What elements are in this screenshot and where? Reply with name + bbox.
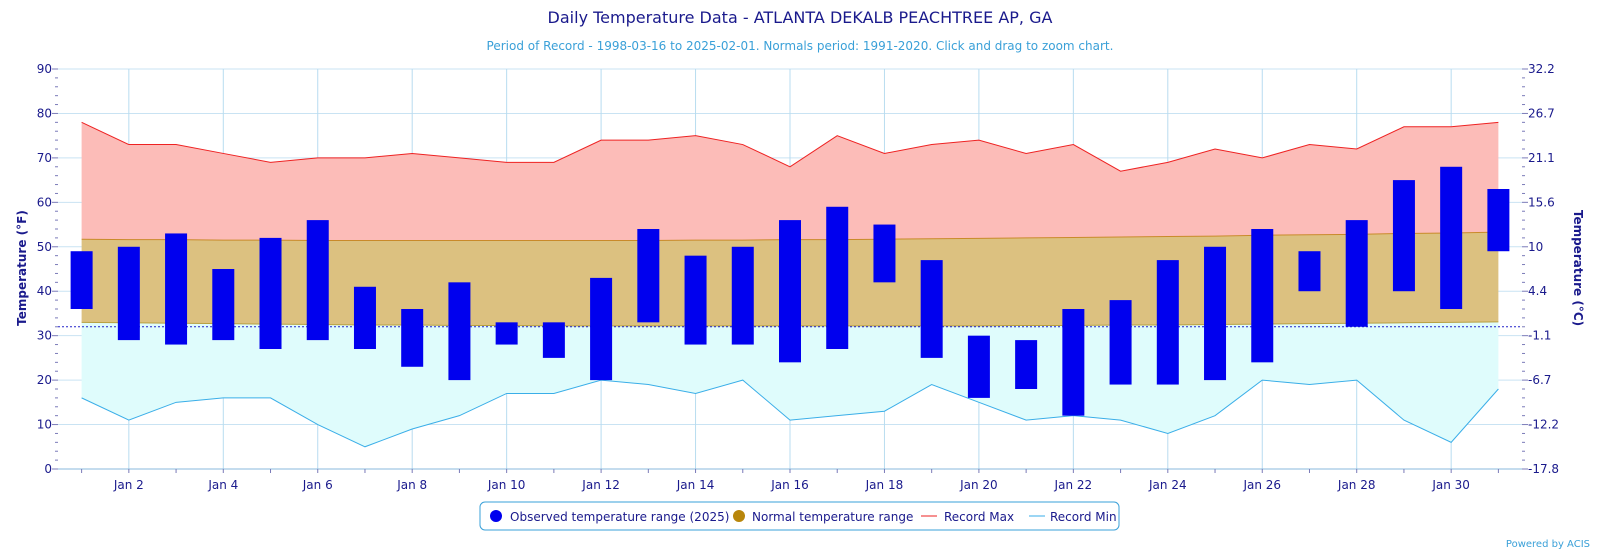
observed-bar-jan-24 (1156, 260, 1179, 385)
observed-bar-jan-13 (637, 229, 660, 323)
legend-item-record-max[interactable]: Record Max (921, 510, 1014, 524)
y2-tick-label: -17.8 (1528, 462, 1559, 476)
y2-tick-label: 32.2 (1528, 62, 1555, 76)
y-tick-label: 20 (37, 373, 52, 387)
y2-tick-label: -1.1 (1528, 329, 1551, 343)
x-tick-label: Jan 12 (581, 478, 620, 492)
legend-box (479, 501, 1120, 531)
observed-bar-jan-2 (117, 246, 140, 341)
observed-bars (70, 166, 1510, 416)
x-tick-label: Jan 30 (1431, 478, 1470, 492)
x-tick-label: Jan 24 (1148, 478, 1187, 492)
y2-axis-title: Temperature (°C) (1571, 210, 1585, 326)
y-tick-label: 50 (37, 240, 52, 254)
credits-link[interactable]: Powered by ACIS (1506, 539, 1590, 550)
y2-tick-label: -12.2 (1528, 418, 1559, 432)
observed-bar-jan-30 (1440, 166, 1463, 309)
legend-observed-label: Observed temperature range (2025) (510, 510, 729, 524)
y-tick-label: 90 (37, 62, 52, 76)
observed-bar-jan-10 (495, 322, 518, 345)
observed-bar-jan-7 (353, 286, 376, 349)
y2-tick-label: 10 (1528, 240, 1543, 254)
observed-bar-jan-26 (1251, 229, 1274, 363)
x-tick-label: Jan 26 (1242, 478, 1281, 492)
x-tick-label: Jan 6 (302, 478, 333, 492)
chart-subtitle: Period of Record - 1998-03-16 to 2025-02… (487, 39, 1114, 53)
x-tick-label: Jan 16 (770, 478, 809, 492)
record-min-area (81, 321, 1499, 447)
observed-bar-jan-25 (1204, 246, 1227, 381)
legend-normal-marker (733, 510, 745, 522)
x-tick-label: Jan 28 (1337, 478, 1376, 492)
y-axis-title: Temperature (°F) (15, 210, 29, 326)
y2-tick-label: 21.1 (1528, 151, 1555, 165)
observed-bar-jan-1 (70, 251, 93, 309)
y-tick-label: 80 (37, 106, 52, 120)
x-tick-label: Jan 2 (113, 478, 144, 492)
x-tick-label: Jan 10 (487, 478, 526, 492)
x-tick-label: Jan 20 (959, 478, 998, 492)
legend-item-normal[interactable]: Normal temperature range (733, 510, 913, 524)
observed-bar-jan-12 (590, 277, 613, 381)
y-tick-label: 70 (37, 151, 52, 165)
x-tick-label: Jan 18 (865, 478, 904, 492)
observed-bar-jan-28 (1345, 220, 1368, 327)
observed-bar-jan-19 (920, 260, 943, 358)
record-max-area (81, 122, 1499, 241)
observed-bar-jan-21 (1015, 340, 1038, 389)
y2-tick-label: 4.4 (1528, 284, 1547, 298)
y-tick-label: 0 (44, 462, 52, 476)
record-min-line (81, 379, 1499, 448)
x-tick-label: Jan 22 (1054, 478, 1093, 492)
axes: 0 10 20 30 40 50 60 70 80 90 -17.8 -12.2 -6.7 -1.1 4.4… (37, 62, 1559, 492)
y-tick-label: 60 (37, 195, 52, 209)
observed-bar-jan-15 (731, 246, 754, 345)
observed-bar-jan-11 (542, 322, 565, 358)
legend-item-record-min[interactable]: Record Min (1029, 510, 1117, 524)
observed-bar-jan-4 (212, 269, 235, 341)
observed-bar-jan-3 (165, 233, 188, 345)
observed-bar-jan-27 (1298, 251, 1321, 292)
y2-tick-label: 15.6 (1528, 195, 1555, 209)
legend: Observed temperature range (2025) Normal… (479, 501, 1120, 531)
observed-bar-jan-29 (1392, 180, 1415, 292)
observed-bar-jan-20 (967, 335, 990, 398)
x-tick-label: Jan 8 (396, 478, 427, 492)
legend-record-min-label: Record Min (1050, 510, 1117, 524)
observed-bar-jan-22 (1062, 309, 1085, 416)
observed-bar-jan-18 (873, 224, 896, 283)
y2-tick-label: -6.7 (1528, 373, 1551, 387)
observed-bar-jan-5 (259, 237, 282, 349)
observed-bar-jan-9 (448, 282, 471, 381)
observed-bar-jan-14 (684, 255, 707, 345)
observed-bar-jan-6 (306, 220, 329, 341)
y-tick-label: 40 (37, 284, 52, 298)
x-tick-label: Jan 4 (207, 478, 238, 492)
legend-normal-label: Normal temperature range (752, 510, 913, 524)
y-tick-label: 10 (37, 418, 52, 432)
observed-bar-jan-31 (1487, 189, 1510, 252)
observed-bar-jan-17 (826, 206, 849, 349)
legend-observed-marker (490, 510, 502, 522)
legend-record-max-label: Record Max (944, 510, 1014, 524)
chart-title: Daily Temperature Data - ATLANTA DEKALB … (548, 8, 1053, 27)
x-tick-label: Jan 14 (676, 478, 715, 492)
observed-bar-jan-16 (779, 220, 801, 363)
record-max-line (81, 121, 1499, 172)
observed-bar-jan-8 (401, 309, 424, 367)
legend-item-observed[interactable]: Observed temperature range (2025) (490, 510, 729, 524)
y2-tick-label: 26.7 (1528, 106, 1555, 120)
y-tick-label: 30 (37, 329, 52, 343)
observed-bar-jan-23 (1109, 300, 1132, 385)
